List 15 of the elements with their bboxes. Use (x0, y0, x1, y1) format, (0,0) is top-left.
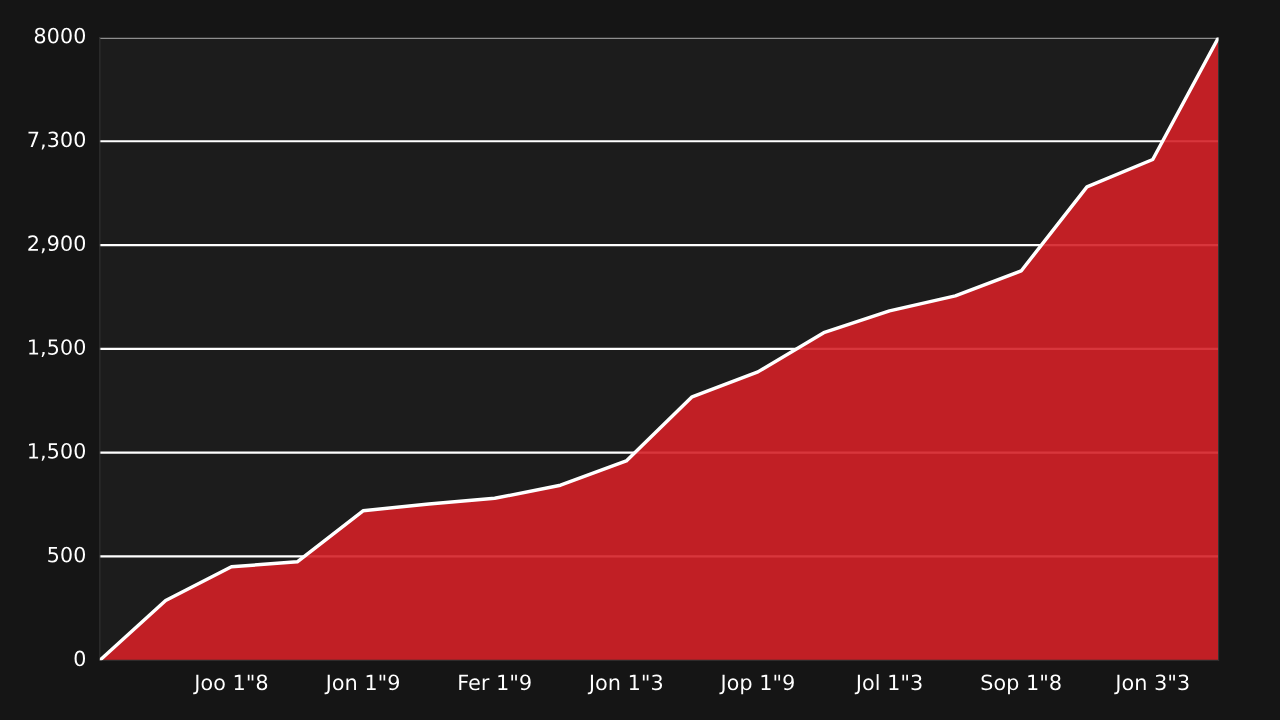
text: 2,900 (28, 235, 86, 254)
x-tick-label: Joo 1"8 (193, 674, 268, 695)
text: 1,500 (29, 442, 86, 461)
x-tick-label: Jol 1"3 (854, 674, 922, 695)
x-tick-label: Sop 1"8 (981, 674, 1061, 695)
x-tick-label: Fer 1"9 (459, 674, 531, 691)
x-tick-label: Jon 1"3 (587, 674, 663, 695)
text: 1,500 (29, 339, 86, 358)
text: 0 (74, 650, 86, 667)
x-tick-label: Jon 1"9 (324, 674, 400, 695)
text: 8000 (34, 27, 86, 44)
text: 7,300 (28, 131, 86, 150)
x-tick-label: Jon 3"3 (1114, 674, 1189, 695)
x-tick-label: Jop 1"9 (719, 674, 794, 695)
text: 500 (48, 546, 86, 563)
